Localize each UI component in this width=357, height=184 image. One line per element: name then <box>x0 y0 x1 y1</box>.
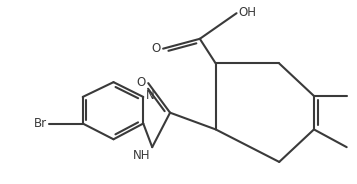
Text: O: O <box>136 76 145 89</box>
Text: OH: OH <box>238 6 257 19</box>
Text: Br: Br <box>34 117 47 130</box>
Text: O: O <box>151 42 160 55</box>
Text: N: N <box>146 89 155 102</box>
Text: NH: NH <box>133 149 150 162</box>
